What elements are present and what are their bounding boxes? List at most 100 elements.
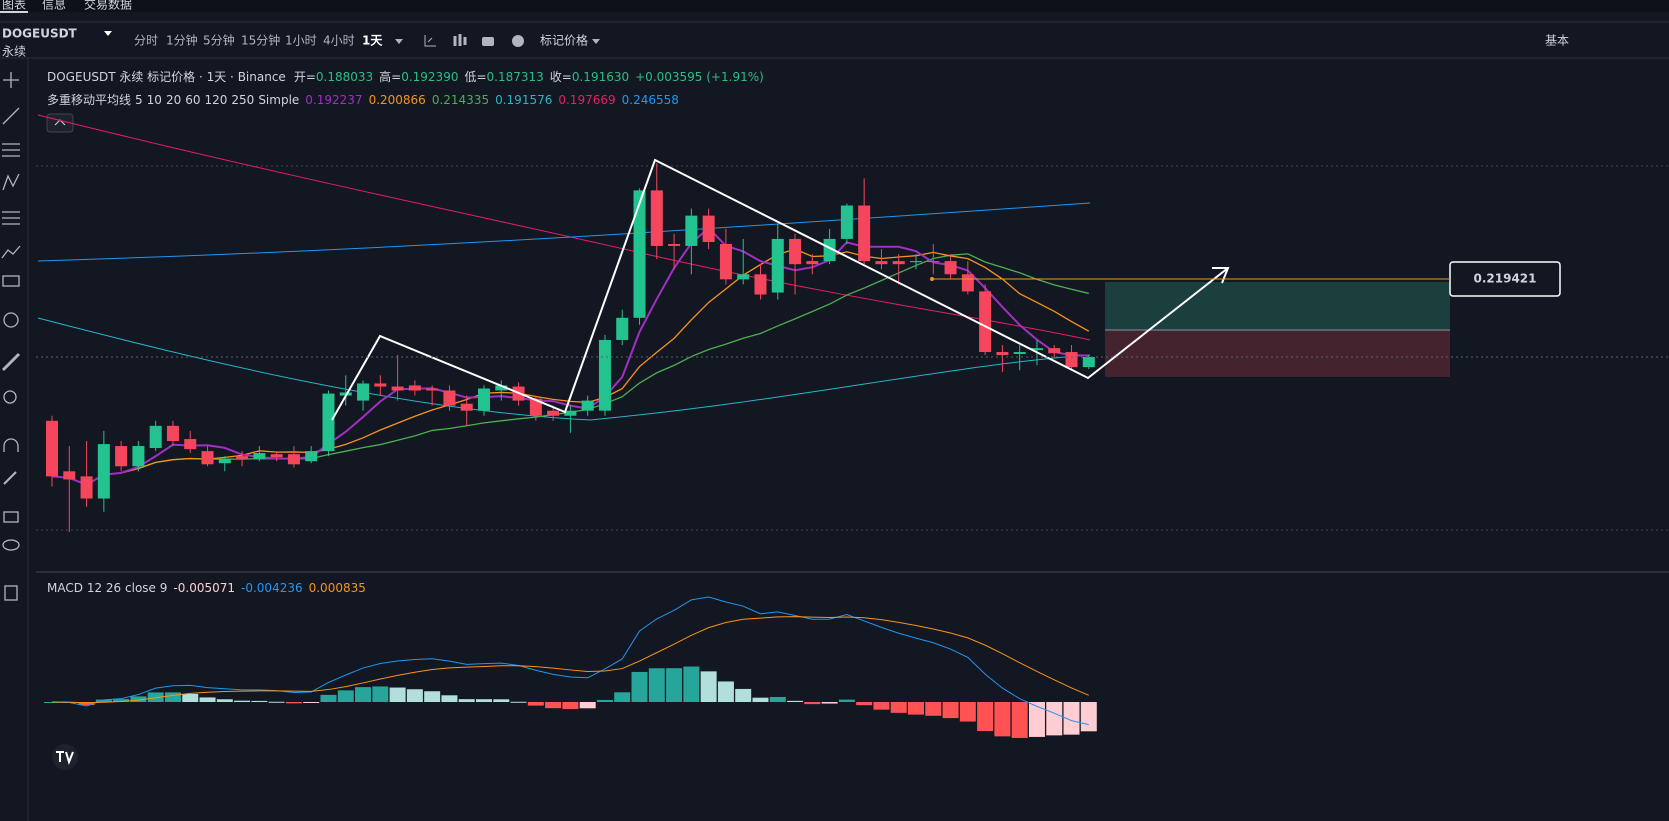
ma-period: 5 — [135, 93, 143, 107]
macd-histogram — [545, 702, 562, 709]
stop-zone — [1105, 330, 1450, 377]
camera-icon[interactable] — [482, 37, 494, 46]
candle-body — [875, 261, 888, 265]
gann-tool[interactable] — [2, 211, 20, 225]
price-label: 0.219421 — [1473, 272, 1536, 286]
pattern-tool[interactable] — [2, 173, 20, 191]
ma-period: 250 — [231, 93, 254, 107]
interval[interactable]: 5分钟 — [203, 33, 235, 48]
eye-tool[interactable] — [2, 539, 20, 551]
candle-body — [789, 238, 802, 265]
candle-body — [443, 390, 456, 406]
ma-legend: 多重移动平均线 5 10 20 60 120 250 Simple 0.192237 0.2008… — [47, 93, 679, 107]
macd-value: -0.005071 — [173, 581, 235, 595]
macd-histogram — [1046, 702, 1063, 736]
candle-body — [616, 317, 629, 340]
candle-body — [564, 410, 577, 416]
legend-value: 0.187313 — [487, 70, 544, 84]
candle-body — [253, 453, 266, 460]
intervals: 分时 1分钟 5分钟 15分钟 1小时 4小时 1天 — [134, 33, 383, 48]
candle-body — [1082, 357, 1095, 368]
legend-label: 高= — [379, 69, 401, 84]
cross-tool[interactable] — [3, 72, 19, 88]
legend-title: DOGEUSDT 永续 标记价格 · 1天 · Binance — [47, 69, 286, 84]
candle-body — [495, 385, 508, 391]
macd-histogram — [942, 702, 959, 719]
candles — [46, 163, 1095, 532]
macd-line — [51, 596, 1089, 726]
tab[interactable]: 交易数据 — [84, 0, 132, 12]
candle-body — [478, 388, 490, 411]
ma-period: 20 — [166, 93, 181, 107]
dropdown-arrow[interactable] — [592, 39, 600, 44]
macd-histogram — [994, 702, 1011, 737]
price-type[interactable]: 标记价格 — [540, 33, 588, 48]
ma-period: 10 — [147, 93, 162, 107]
interval[interactable]: 1小时 — [285, 34, 317, 48]
macd-histogram — [735, 688, 752, 702]
macd-histogram — [752, 697, 769, 702]
interval[interactable]: 1分钟 — [166, 33, 198, 48]
ruler-tool[interactable] — [1, 352, 21, 372]
candle-body — [823, 238, 836, 262]
macd-histogram — [873, 702, 890, 710]
candle-body — [529, 398, 542, 416]
magnet-tool[interactable] — [3, 438, 19, 452]
interval[interactable]: 1天 — [362, 34, 383, 48]
candle-body — [650, 190, 663, 246]
chart-type-icon[interactable] — [424, 35, 436, 47]
indicator-icon[interactable] — [453, 34, 467, 46]
interval[interactable]: 4小时 — [323, 34, 355, 48]
dropdown-arrow[interactable] — [395, 39, 403, 44]
trash-tool[interactable] — [4, 585, 18, 601]
candle-body — [184, 439, 197, 450]
macd-histogram — [147, 692, 164, 702]
symbol[interactable]: DOGEUSDT — [2, 27, 78, 41]
layout-label[interactable]: 基本 — [1545, 34, 1569, 48]
candle-body — [357, 383, 370, 401]
macd-histogram — [199, 697, 216, 702]
line-tool[interactable] — [2, 107, 20, 125]
tab[interactable]: 图表 — [2, 0, 26, 12]
macd-histogram — [320, 694, 337, 702]
macd-legend: MACD 12 26 close 9 -0.005071 -0.004236 0.00… — [47, 581, 366, 595]
candle-body — [806, 261, 819, 265]
contract: 永续 — [2, 45, 26, 59]
ma-period: 120 — [205, 93, 228, 107]
emoji-tool[interactable] — [3, 312, 19, 328]
macd-param: close — [125, 581, 156, 595]
pen-tool[interactable] — [3, 471, 17, 485]
macd-histogram — [631, 671, 648, 702]
macd-histogram — [1080, 702, 1097, 732]
candle-body — [892, 261, 905, 265]
candle-body — [46, 420, 58, 477]
interval[interactable]: 15分钟 — [241, 33, 280, 48]
candle-body — [737, 274, 750, 280]
candle-body — [547, 410, 560, 416]
candle-body — [685, 215, 698, 246]
candle-body — [858, 205, 871, 262]
ma-kind: Simple — [258, 93, 299, 107]
candle-body — [840, 205, 853, 239]
interval[interactable]: 分时 — [134, 34, 158, 48]
candle-body — [633, 190, 646, 318]
candle-body — [944, 261, 957, 275]
zoom-tool[interactable] — [3, 390, 17, 404]
candle-body — [961, 274, 974, 292]
text-tool[interactable] — [2, 275, 20, 287]
candle-body — [115, 446, 128, 467]
macd-histogram — [285, 702, 302, 704]
macd-histogram — [977, 702, 994, 732]
tab[interactable]: 信息 — [42, 0, 66, 12]
candle-body — [460, 403, 473, 411]
macd-histogram — [1063, 702, 1080, 735]
candle-body — [132, 446, 145, 467]
add-icon[interactable] — [512, 35, 524, 47]
projection-tool[interactable] — [1, 245, 21, 259]
macd-histogram — [562, 702, 579, 710]
macd-histogram — [1028, 702, 1045, 737]
fib-tool[interactable] — [2, 143, 20, 157]
long-moving-averages — [37, 114, 1091, 421]
candle-body — [1065, 352, 1078, 368]
lock-tool[interactable] — [3, 511, 19, 523]
